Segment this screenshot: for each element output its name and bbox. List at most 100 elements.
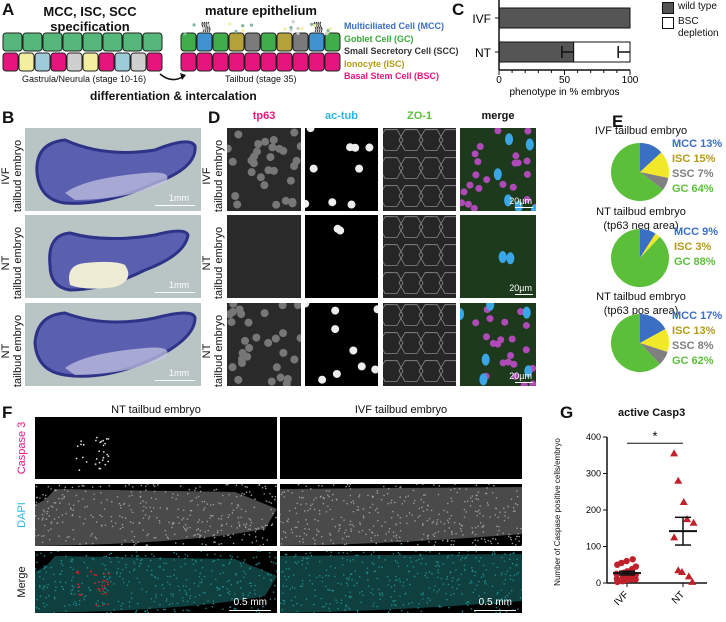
cell-dot [231, 512, 234, 514]
cell-dot [189, 500, 192, 503]
column-header-zo-1: ZO-1 [406, 110, 433, 122]
cell-dot [495, 606, 498, 609]
cell-dot [350, 551, 352, 552]
cell-dot [467, 551, 469, 552]
cell-dot [417, 558, 420, 561]
cell-dot [368, 511, 371, 514]
cell-dot [203, 500, 206, 503]
merge-mcc [481, 353, 490, 366]
cell-dot [216, 589, 219, 591]
cell-dot [301, 563, 303, 566]
cell-dot [154, 536, 157, 539]
cell-dot [341, 537, 344, 540]
caspase-dot [103, 573, 105, 576]
micrograph-svg [383, 304, 456, 382]
nucleus [261, 137, 270, 146]
cell-dot [81, 484, 84, 487]
cell-dot [141, 558, 143, 561]
cell-dot [45, 518, 48, 520]
merge-nucleus [466, 181, 474, 189]
cell-dot [510, 589, 513, 592]
cell-dot [270, 508, 272, 511]
cell-dot [104, 524, 107, 526]
cell-dot [129, 521, 132, 523]
cell-dot [185, 528, 187, 531]
cell-dot [84, 490, 87, 493]
cell-dot [222, 571, 225, 574]
mature-cell [228, 32, 245, 52]
cell-dot [372, 593, 375, 596]
cell-dot [438, 588, 441, 591]
cell-dot [512, 510, 515, 513]
cell-dot [200, 551, 203, 553]
cell-dot [337, 607, 339, 610]
caspase-dot [104, 463, 107, 466]
cell-dot [300, 497, 303, 499]
micrograph-svg [498, 251, 515, 265]
cell-junction [438, 129, 456, 151]
cell-dot [470, 579, 472, 582]
cell-dot [488, 484, 490, 485]
cell-dot [504, 578, 507, 581]
cell-dot [327, 588, 329, 591]
cell-dot [397, 514, 399, 516]
cell-dot [378, 556, 380, 559]
cell-dot [43, 567, 46, 570]
cell-dot [509, 536, 512, 539]
secretion-dot [309, 22, 314, 26]
cell-dot [144, 610, 146, 613]
cell-dot [437, 561, 439, 564]
cell-dot [48, 515, 50, 517]
cell-junction [438, 157, 456, 179]
ciliated-cell [328, 198, 337, 207]
pie-slice-gc [611, 314, 660, 372]
cell-dot [449, 489, 452, 491]
cell-dot [280, 602, 282, 605]
cell-dot [219, 554, 222, 557]
cell-dot [420, 610, 423, 613]
cell-dot [421, 522, 424, 525]
cell-dot [514, 510, 516, 512]
caspase-dot [105, 437, 108, 440]
cell-dot [381, 525, 383, 527]
cell-dot [294, 587, 296, 590]
cell-dot [110, 611, 112, 613]
cell-dot [159, 557, 162, 559]
tissue-image-caspase-3-1 [280, 417, 522, 479]
caspase-dot [102, 439, 105, 442]
cell-dot [441, 539, 444, 542]
cell-dot [172, 592, 174, 595]
early-cell [130, 52, 147, 72]
cell-dot [342, 574, 345, 576]
cell-dot [55, 586, 57, 588]
cell-dot [61, 570, 63, 572]
cell-dot [44, 524, 46, 527]
caspase-dot [101, 587, 104, 590]
cell-dot [438, 565, 441, 568]
cell-dot [36, 598, 38, 601]
cell-dot [79, 516, 81, 518]
cell-dot [281, 592, 284, 595]
cell-junction [438, 216, 456, 238]
goblet-cell [82, 32, 103, 52]
cell-dot [144, 514, 147, 516]
cell-dot [128, 601, 131, 603]
nucleus [229, 303, 238, 308]
cell-dot [390, 596, 392, 598]
legend-item-3: Ionocyte (ISC) [344, 58, 405, 69]
caspase-dot [77, 586, 80, 589]
embryo-body [33, 311, 197, 378]
cell-dot [233, 607, 236, 610]
cell-dot [392, 531, 395, 533]
cell-dot [511, 542, 514, 545]
cell-dot [257, 563, 259, 565]
cell-dot [249, 528, 252, 531]
cell-dot [243, 523, 245, 526]
merge-nucleus [512, 152, 520, 160]
cell-dot [221, 515, 223, 517]
cell-dot [296, 526, 298, 529]
cell-dot [370, 531, 373, 533]
cell-dot [150, 597, 153, 600]
cell-dot [103, 586, 106, 589]
